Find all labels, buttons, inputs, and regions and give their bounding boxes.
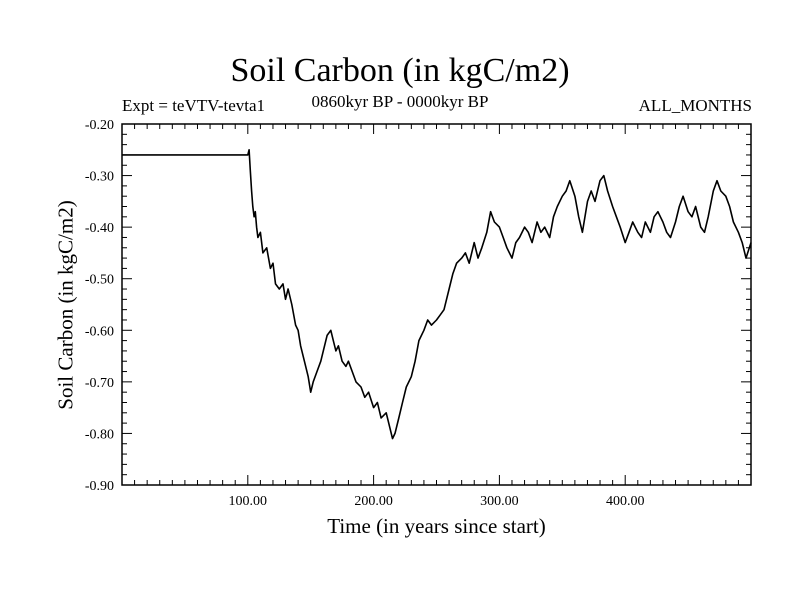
x-tick-label: 300.00 (480, 494, 519, 509)
experiment-label: Expt = teVTV-tevta1 (122, 96, 266, 115)
y-axis-label: Soil Carbon (in kgC/m2) (53, 200, 78, 410)
x-tick-label: 200.00 (354, 494, 393, 509)
x-axis: 100.00 200.00 300.00 400.00 (134, 124, 739, 509)
soil-carbon-line (122, 149, 752, 440)
y-tick-label: -0.30 (85, 170, 114, 185)
y-tick-label: -0.60 (85, 324, 114, 339)
x-tick-label: 100.00 (229, 494, 268, 509)
y-tick-label: -0.20 (85, 118, 114, 133)
y-tick-label: -0.90 (85, 479, 114, 494)
chart-title: Soil Carbon (in kgC/m2) (230, 52, 570, 89)
x-axis-label: Time (in years since start) (327, 514, 546, 538)
x-tick-label: 400.00 (606, 494, 645, 509)
months-label: ALL_MONTHS (638, 96, 752, 115)
y-tick-label: -0.80 (85, 427, 114, 442)
plot-frame (121, 123, 752, 486)
y-tick-label: -0.50 (85, 273, 114, 288)
y-axis: -0.20 -0.30 -0.40 -0.50 -0.60 -0.70 -0.80 -0.90 (85, 118, 751, 494)
period-label: 0860kyr BP - 0000kyr BP (311, 92, 489, 111)
y-tick-label: -0.70 (85, 376, 114, 391)
y-tick-label: -0.40 (85, 221, 114, 236)
